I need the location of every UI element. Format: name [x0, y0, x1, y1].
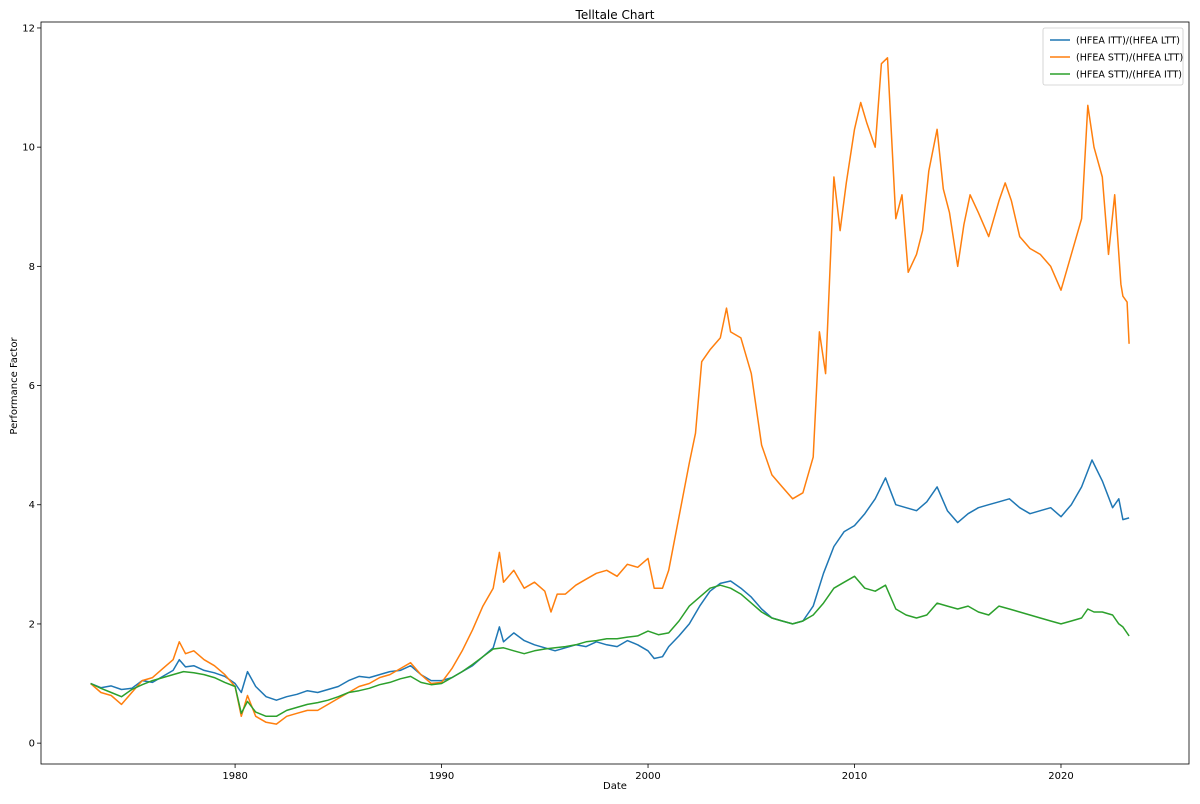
legend: (HFEA ITT)/(HFEA LTT) (HFEA STT)/(HFEA LT… [1042, 27, 1184, 86]
y-tick-label: 10 [22, 143, 35, 154]
y-axis-label: Performance Factor [9, 337, 20, 435]
series-line-2 [90, 57, 1130, 725]
y-tick-label: 8 [29, 262, 35, 273]
chart-title: Telltale Chart [575, 8, 655, 22]
y-tick-label: 4 [29, 500, 35, 511]
y-tick-label: 0 [29, 739, 35, 750]
series-line-3 [90, 575, 1130, 718]
series-line-1 [90, 459, 1130, 701]
x-tick-label: 2020 [1048, 771, 1073, 782]
y-tick-label: 2 [29, 619, 35, 630]
y-tick-label: 12 [22, 23, 35, 34]
x-tick-label: 1990 [429, 771, 454, 782]
plot-frame [40, 21, 1190, 765]
x-tick-label: 1980 [222, 771, 247, 782]
y-tick-label: 6 [29, 381, 35, 392]
x-axis-label: Date [603, 781, 627, 792]
axes-layer: 1980 1990 2000 2010 2020 0 2 4 6 8 10 12 [22, 21, 1190, 782]
legend-label: (HFEA ITT)/(HFEA LTT) [1076, 36, 1180, 47]
series-layer [90, 57, 1130, 725]
legend-label: (HFEA STT)/(HFEA ITT) [1076, 70, 1182, 81]
x-tick-label: 2000 [635, 771, 660, 782]
x-tick-label: 2010 [842, 771, 867, 782]
legend-box [1042, 27, 1184, 86]
legend-label: (HFEA STT)/(HFEA LTT) [1076, 53, 1183, 64]
